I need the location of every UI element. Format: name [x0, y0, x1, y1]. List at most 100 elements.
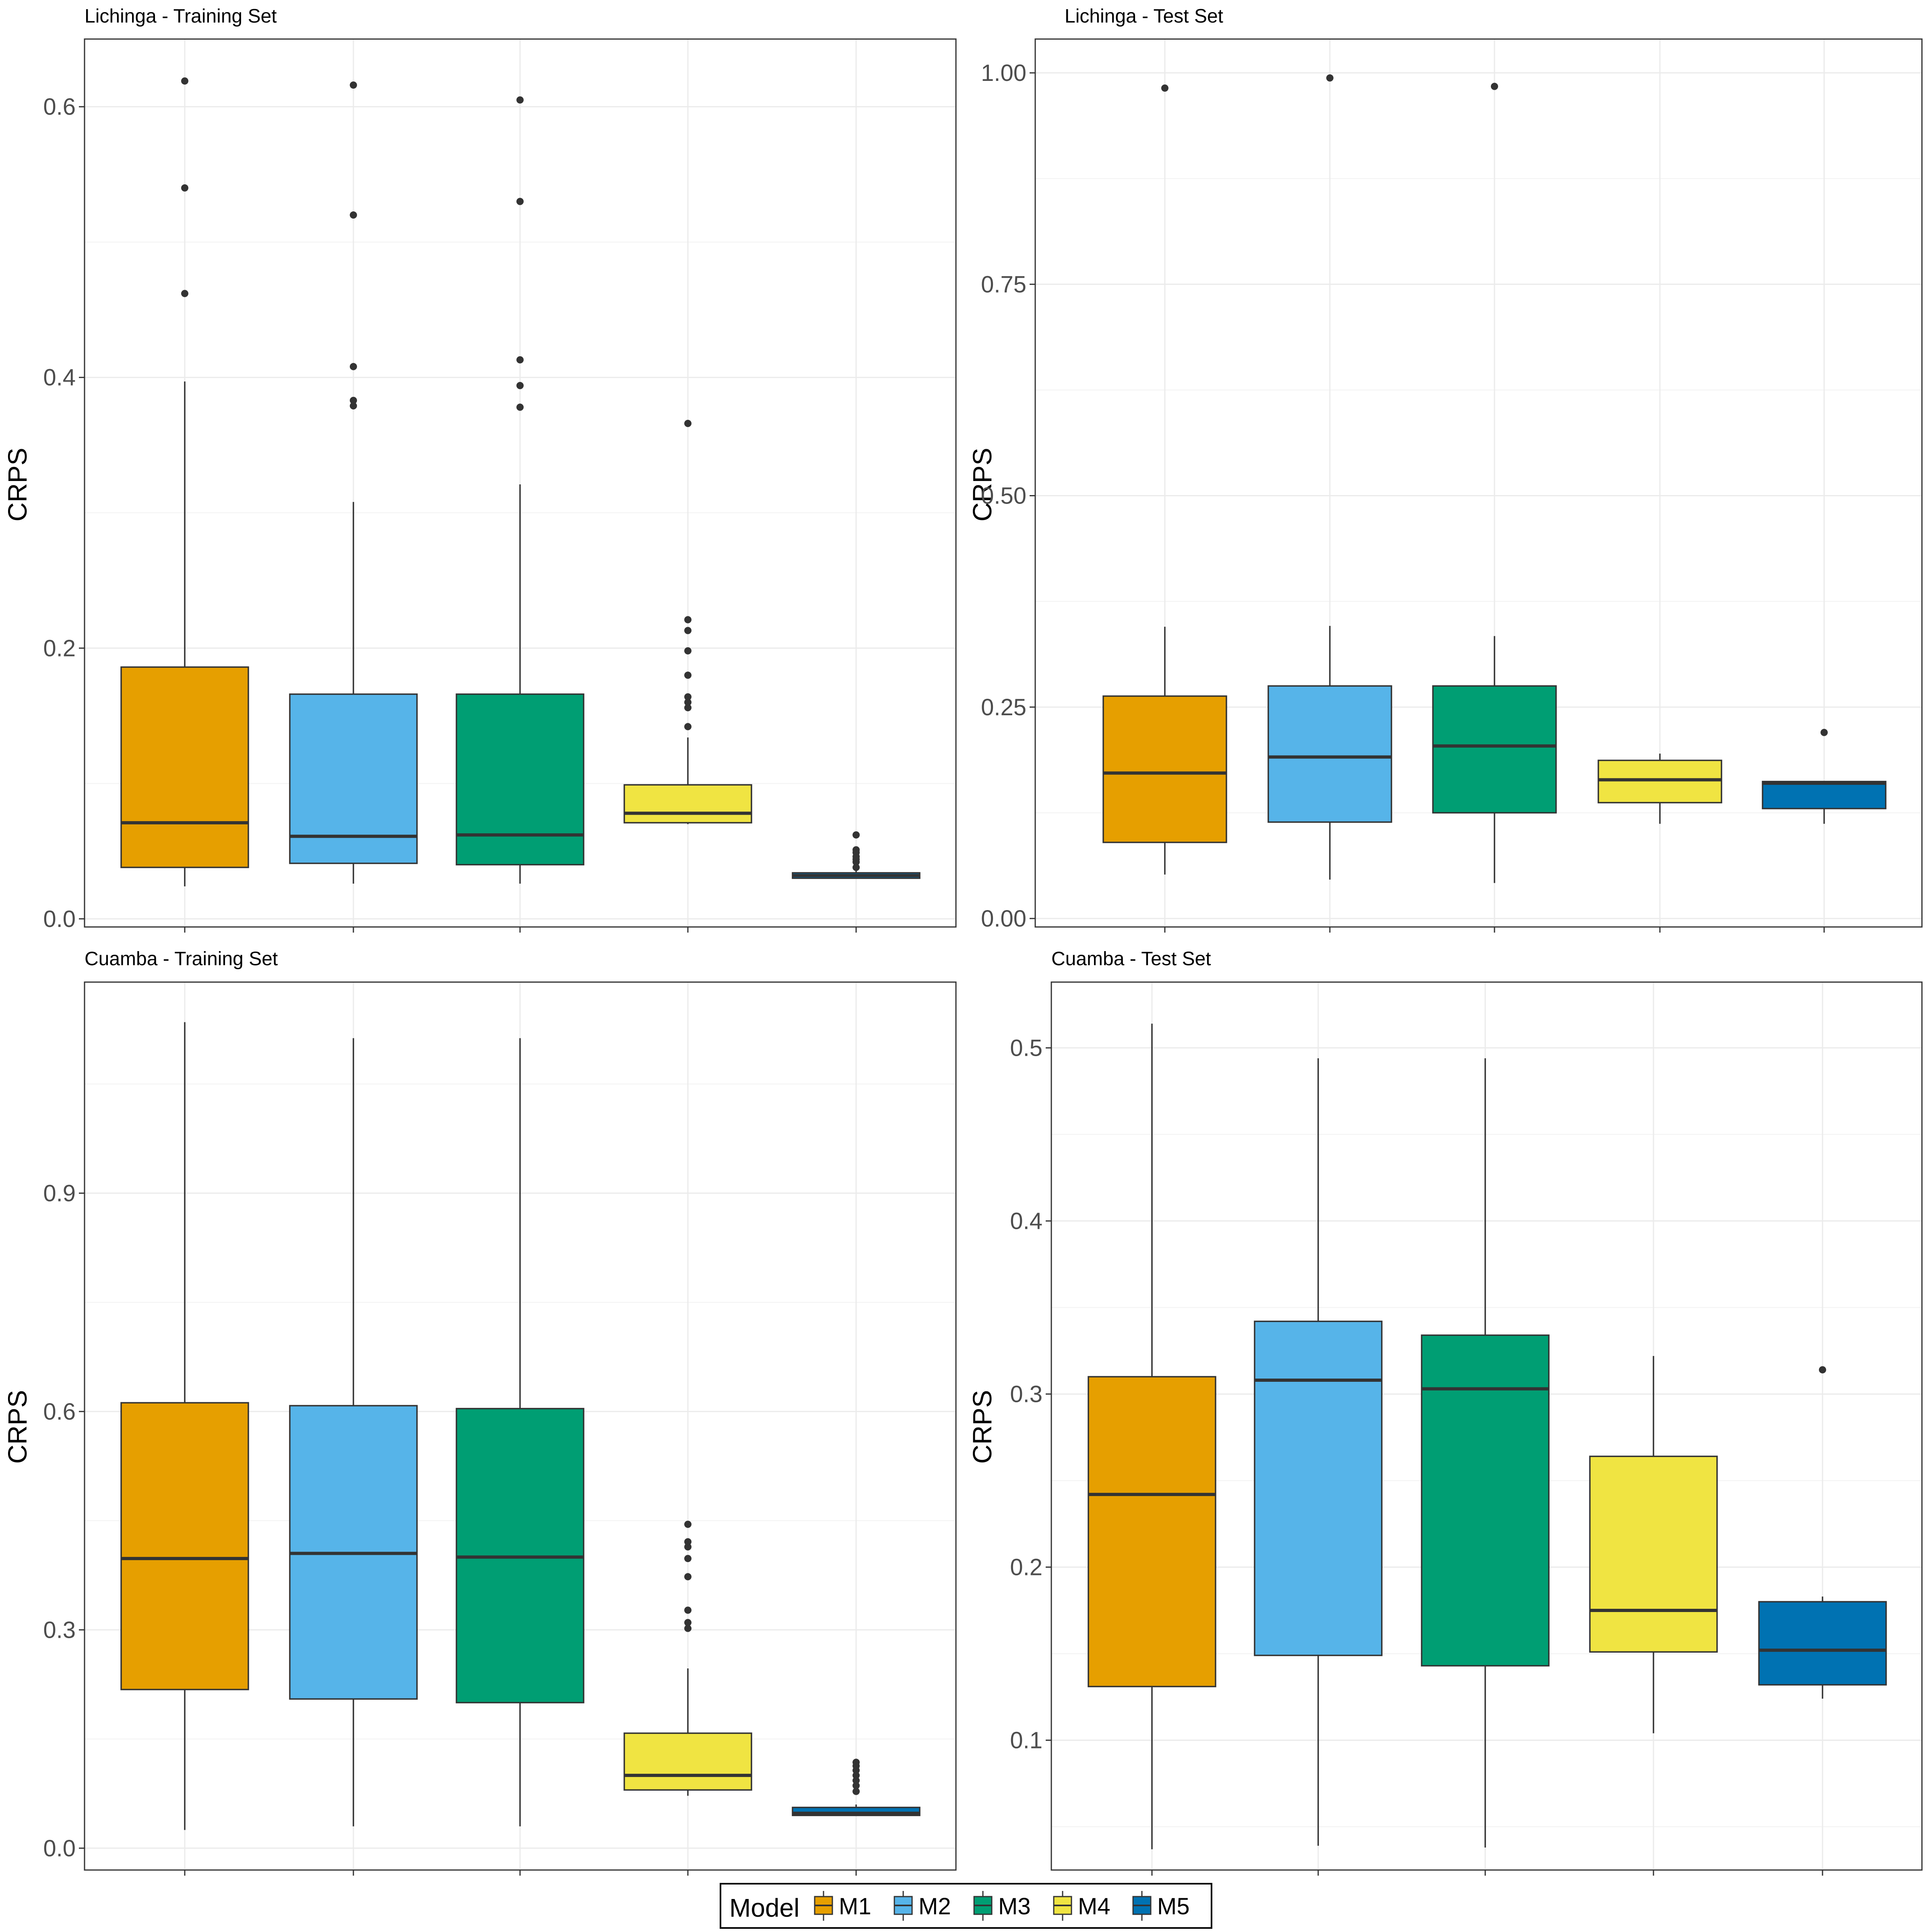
- box-m3: [456, 96, 584, 884]
- panel-title: Lichinga - Training Set: [85, 6, 277, 27]
- outlier-point: [684, 1606, 691, 1614]
- y-tick-label: 0.4: [1010, 1208, 1042, 1234]
- legend-entry-m5: M5: [1132, 1891, 1190, 1921]
- plot-area: 0.1 0.2 0.3 0.4 0.5: [1010, 981, 1923, 1876]
- outlier-point: [350, 402, 357, 410]
- panel-cuamba-test: Cuamba - Test Set CRPS 0.1 0.2 0.3 0.4 0.5: [967, 948, 1923, 1876]
- box-body: [289, 693, 418, 864]
- box-body: [120, 666, 249, 868]
- box-m5: [1758, 1366, 1887, 1699]
- legend-label: M3: [998, 1893, 1031, 1920]
- outlier-point: [852, 1759, 860, 1766]
- box-m5: [792, 831, 921, 879]
- panel-title: Cuamba - Training Set: [85, 948, 278, 970]
- outlier-point: [684, 1619, 691, 1627]
- y-tick-label: 0.6: [43, 94, 76, 120]
- legend-title: Model: [729, 1893, 799, 1922]
- legend: Model M1 M2 M3 M4 M5: [720, 1883, 1212, 1929]
- box-body: [1589, 1455, 1718, 1653]
- y-tick-label: 0.25: [981, 694, 1026, 720]
- box-m3: [1432, 83, 1557, 883]
- panel-title: Lichinga - Test Set: [1065, 6, 1223, 27]
- outlier-point: [684, 723, 691, 731]
- box-body: [1088, 1376, 1216, 1687]
- y-tick-label: 0.1: [1010, 1727, 1042, 1753]
- outlier-point: [516, 96, 524, 104]
- y-tick-label: 0.4: [43, 365, 76, 391]
- legend-entry-m4: M4: [1053, 1891, 1110, 1921]
- box-m1: [120, 1022, 249, 1830]
- outlier-point: [684, 671, 691, 679]
- y-tick-label: 0.2: [1010, 1554, 1042, 1580]
- box-m1: [1102, 84, 1227, 875]
- box-m4: [1589, 1356, 1718, 1734]
- y-tick-label: 1.00: [981, 60, 1026, 86]
- y-tick-label: 0.00: [981, 906, 1026, 932]
- outlier-point: [852, 1771, 860, 1779]
- legend-entry-m2: M2: [894, 1891, 951, 1921]
- box-body: [1598, 760, 1722, 803]
- y-axis-label: CRPS: [967, 448, 997, 521]
- outlier-point: [684, 1521, 691, 1528]
- outlier-point: [684, 1555, 691, 1563]
- legend-frame: [720, 1883, 1212, 1929]
- y-tick-label: 0.3: [1010, 1381, 1042, 1407]
- panel-cuamba-training: Cuamba - Training Set CRPS 0.0 0.3 0.6 0.9: [2, 948, 957, 1876]
- y-tick-label: 0.75: [981, 271, 1026, 297]
- box-m4: [1598, 753, 1722, 824]
- box-m2: [1267, 74, 1392, 880]
- box-m3: [456, 1038, 584, 1827]
- box-m2: [289, 1038, 418, 1827]
- box-body: [1102, 695, 1227, 843]
- outlier-point: [181, 77, 188, 85]
- panel-border: [1051, 981, 1923, 1871]
- outlier-point: [350, 396, 357, 404]
- box-body: [456, 693, 584, 866]
- box-m5: [1762, 729, 1887, 824]
- y-tick-label: 0.0: [43, 1835, 76, 1862]
- panel-border: [1034, 38, 1923, 928]
- box-m3: [1421, 1058, 1550, 1848]
- outlier-point: [684, 1538, 691, 1546]
- panel-border: [84, 38, 957, 928]
- outlier-point: [1326, 74, 1333, 82]
- outlier-point: [1161, 84, 1168, 92]
- outlier-point: [684, 420, 691, 427]
- outlier-point: [684, 1624, 691, 1632]
- y-tick-label: 0.5: [1010, 1035, 1042, 1061]
- outlier-point: [684, 698, 691, 706]
- outlier-point: [181, 184, 188, 192]
- legend-entry-m3: M3: [973, 1891, 1031, 1921]
- outlier-point: [684, 616, 691, 623]
- box-body: [1432, 685, 1557, 814]
- legend-label: M5: [1157, 1893, 1190, 1920]
- outlier-point: [684, 704, 691, 712]
- box-m2: [289, 81, 418, 884]
- box-body: [623, 1732, 752, 1791]
- plot-area: 0.0 0.3 0.6 0.9: [43, 981, 957, 1876]
- y-tick-label: 0.9: [43, 1180, 76, 1206]
- y-tick-label: 0.3: [43, 1617, 76, 1643]
- outlier-point: [684, 1573, 691, 1581]
- outlier-point: [684, 693, 691, 701]
- outlier-point: [852, 864, 860, 871]
- outlier-point: [350, 81, 357, 89]
- legend-label: M4: [1078, 1893, 1110, 1920]
- box-m1: [120, 77, 249, 887]
- outlier-point: [181, 290, 188, 297]
- y-axis-label: CRPS: [2, 448, 32, 521]
- box-body: [1267, 685, 1392, 823]
- panel-border: [84, 981, 957, 1871]
- y-tick-label: 0.50: [981, 483, 1026, 509]
- outlier-point: [852, 1777, 860, 1784]
- plot-area: 0.00 0.25 0.50 0.75 1.00: [981, 38, 1923, 933]
- box-m4: [623, 420, 752, 824]
- outlier-point: [1819, 1366, 1826, 1374]
- outlier-point: [516, 356, 524, 363]
- outlier-point: [684, 627, 691, 634]
- outlier-point: [1821, 729, 1828, 736]
- box-m4: [623, 1521, 752, 1796]
- box-m1: [1088, 1024, 1216, 1849]
- box-body: [1758, 1601, 1887, 1686]
- outlier-point: [684, 647, 691, 654]
